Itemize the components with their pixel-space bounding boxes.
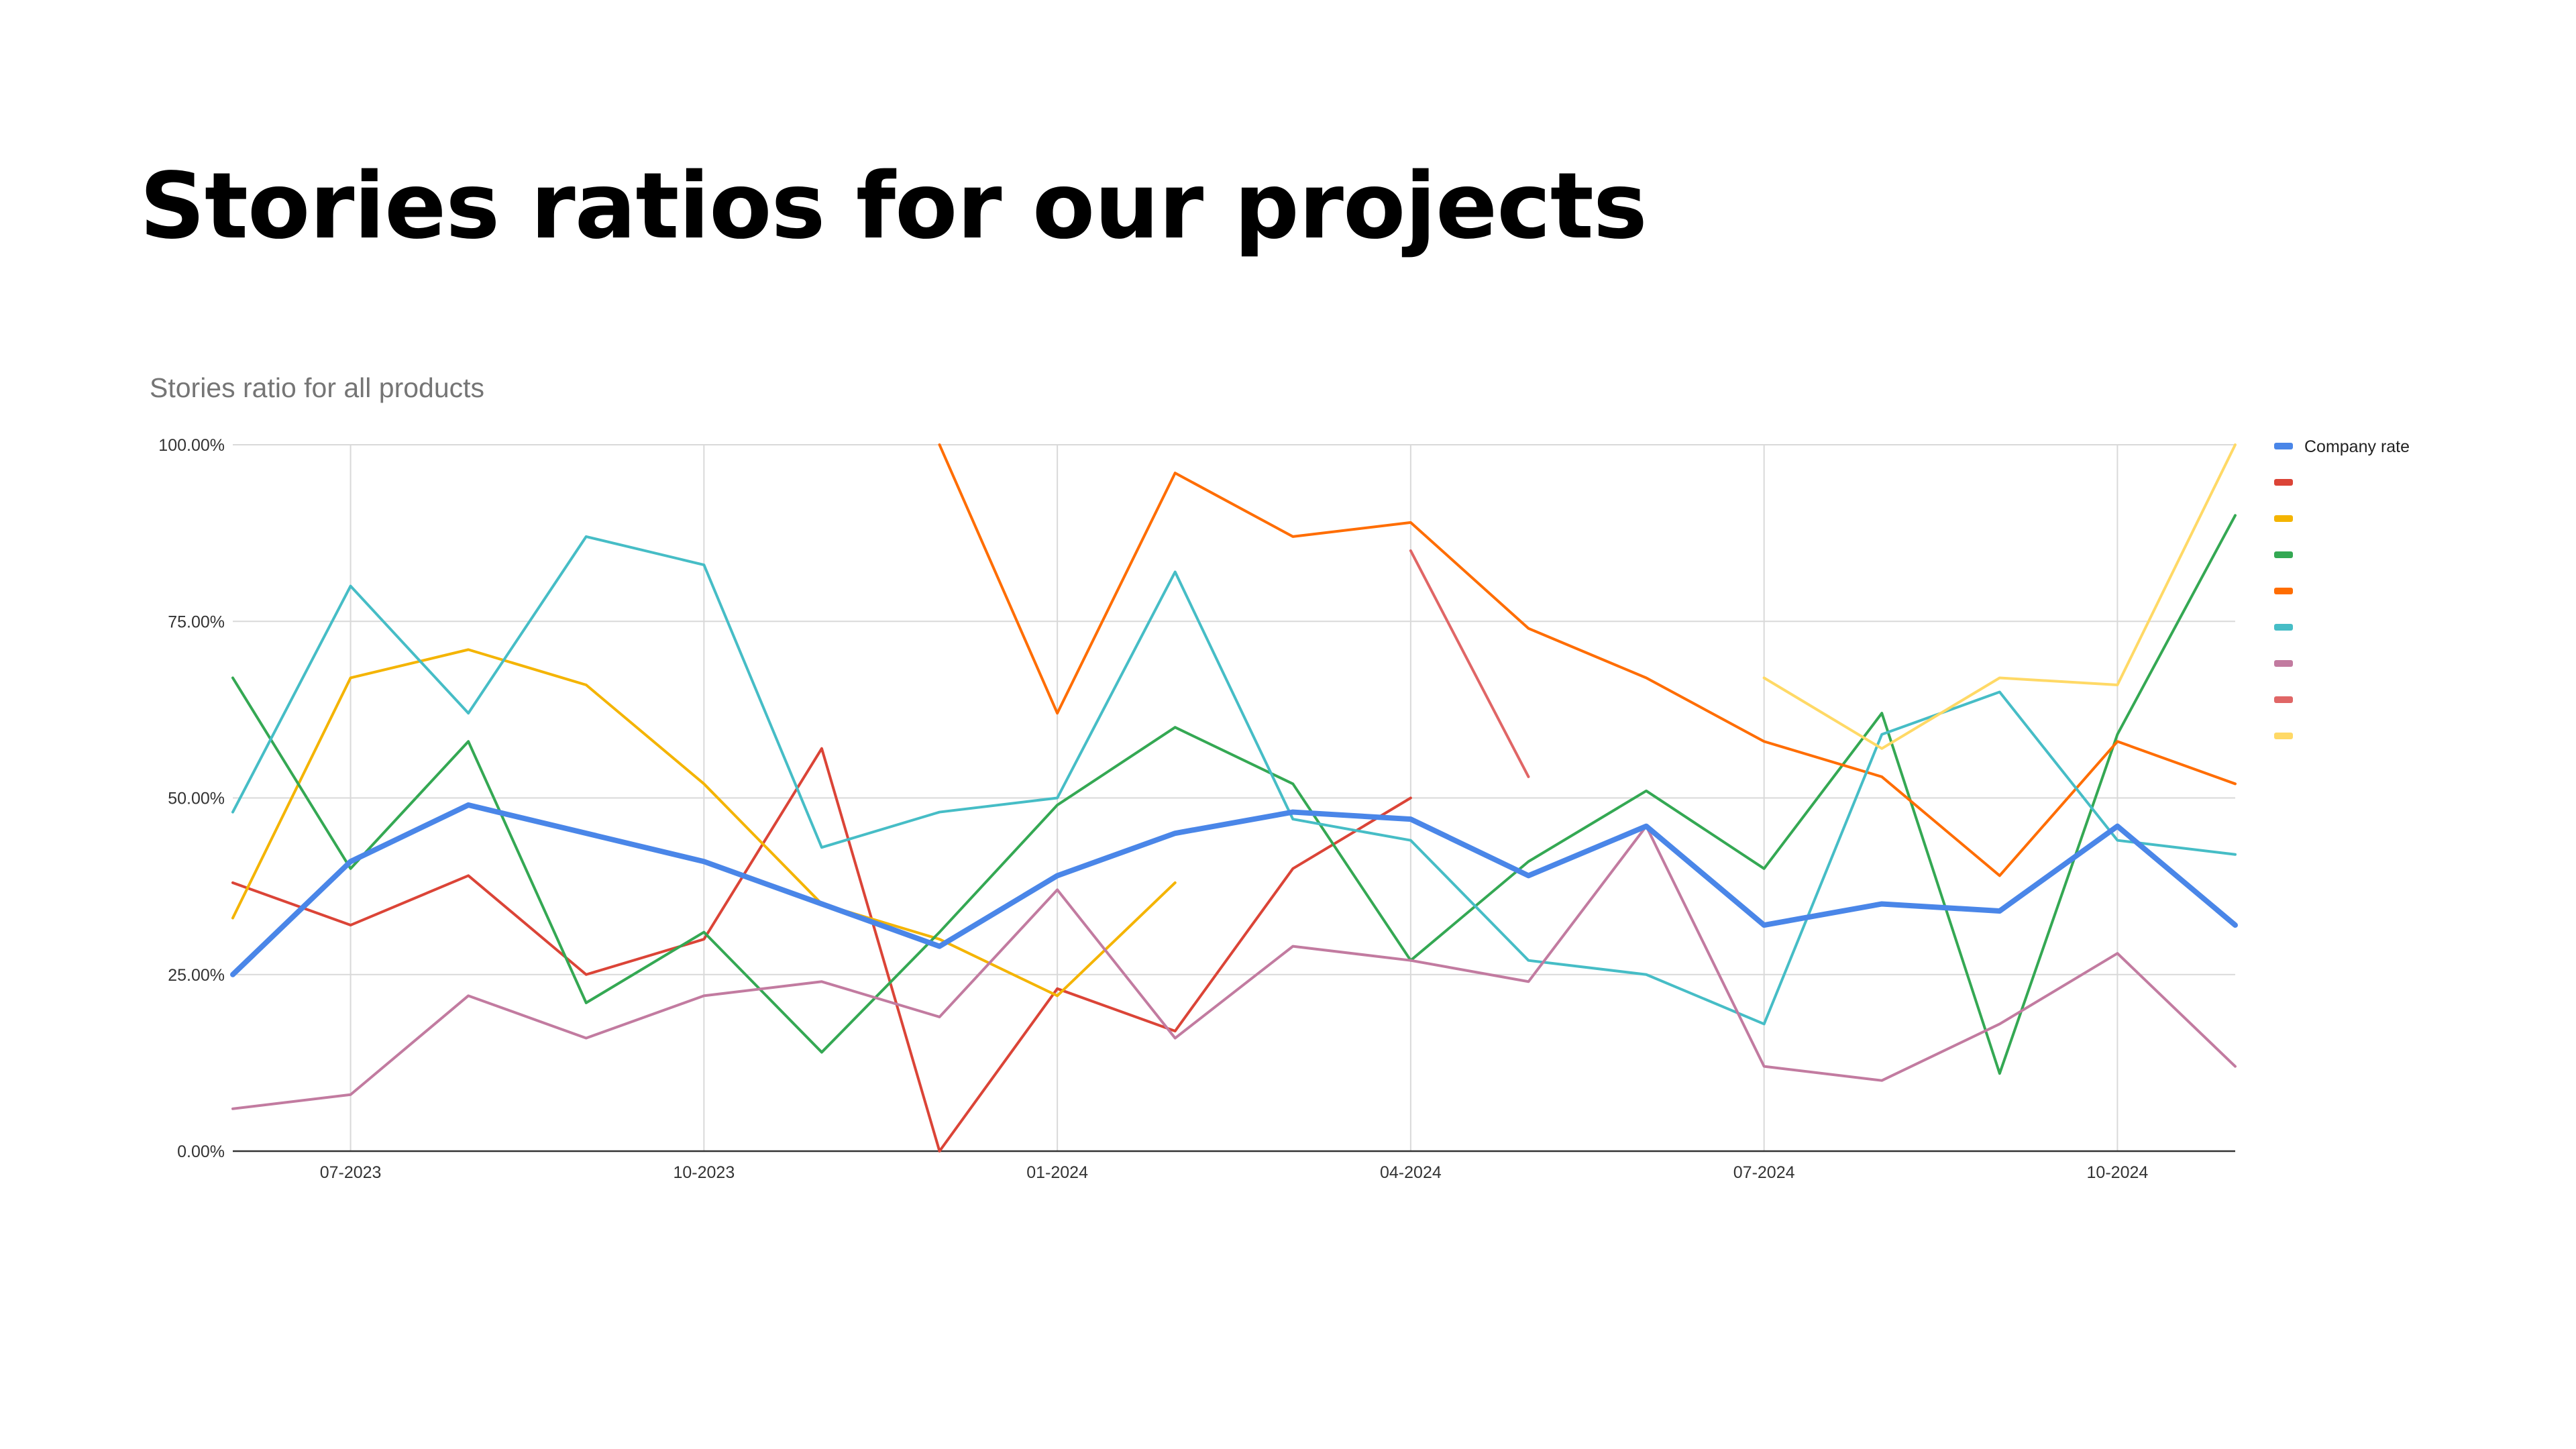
- legend-swatch: [2274, 479, 2293, 486]
- legend-label: Company rate: [2304, 437, 2410, 456]
- series-2: [231, 648, 1177, 998]
- axes: 0.00% 25.00% 50.00% 75.00% 100.00% 07-2023 10-…: [158, 436, 2235, 1182]
- y-tick-label: 75.00%: [168, 612, 225, 631]
- series-company-rate: [230, 802, 2238, 977]
- legend-swatch: [2274, 624, 2293, 631]
- legend-item: Company rate: [2274, 437, 2410, 456]
- legend-swatch: [2274, 551, 2293, 558]
- legend-swatch: [2274, 443, 2293, 449]
- legend-item: [2274, 733, 2293, 739]
- series-1: [231, 747, 1412, 1152]
- series-line: [231, 824, 2237, 1110]
- series-6: [231, 824, 2237, 1110]
- slide-title: Stories ratios for our projects: [140, 154, 1648, 260]
- series-line: [231, 514, 2237, 1075]
- series-line: [231, 648, 1177, 998]
- line-chart: Stories ratio for all products 0.00% 25.0…: [150, 372, 2410, 1182]
- x-tick-label: 10-2024: [2087, 1163, 2149, 1182]
- chart-container: Stories ratio for all products 0.00% 25.0…: [127, 349, 2475, 1221]
- legend: Company rate: [2274, 437, 2410, 739]
- series-4: [938, 443, 2237, 877]
- legend-item: [2274, 551, 2293, 558]
- x-tick-label: 01-2024: [1026, 1163, 1088, 1182]
- y-tick-label: 100.00%: [158, 436, 225, 455]
- legend-swatch: [2274, 660, 2293, 667]
- series-7: [1409, 549, 1530, 778]
- x-tick-label: 10-2023: [673, 1163, 735, 1182]
- legend-item: [2274, 624, 2293, 631]
- legend-item: [2274, 696, 2293, 703]
- y-tick-label: 50.00%: [168, 790, 225, 808]
- legend-swatch: [2274, 588, 2293, 594]
- series-lines: [230, 443, 2238, 1152]
- series-line: [938, 443, 2237, 877]
- series-line: [230, 802, 2238, 977]
- y-tick-label: 0.00%: [177, 1142, 225, 1161]
- series-8: [1762, 443, 2237, 750]
- x-tick-label: 04-2024: [1380, 1163, 1442, 1182]
- series-5: [231, 535, 2237, 1026]
- series-line: [231, 747, 1412, 1152]
- grid: [233, 444, 2235, 1151]
- series-line: [231, 535, 2237, 1026]
- legend-item: [2274, 515, 2293, 522]
- legend-item: [2274, 479, 2293, 486]
- legend-item: [2274, 588, 2293, 594]
- legend-swatch: [2274, 733, 2293, 739]
- series-line: [1762, 443, 2237, 750]
- legend-item: [2274, 660, 2293, 667]
- chart-title: Stories ratio for all products: [150, 372, 484, 403]
- legend-swatch: [2274, 696, 2293, 703]
- x-tick-label: 07-2024: [1733, 1163, 1795, 1182]
- series-line: [1409, 549, 1530, 778]
- y-tick-label: 25.00%: [168, 966, 225, 985]
- series-3: [231, 514, 2237, 1075]
- legend-swatch: [2274, 515, 2293, 522]
- x-tick-label: 07-2023: [320, 1163, 382, 1182]
